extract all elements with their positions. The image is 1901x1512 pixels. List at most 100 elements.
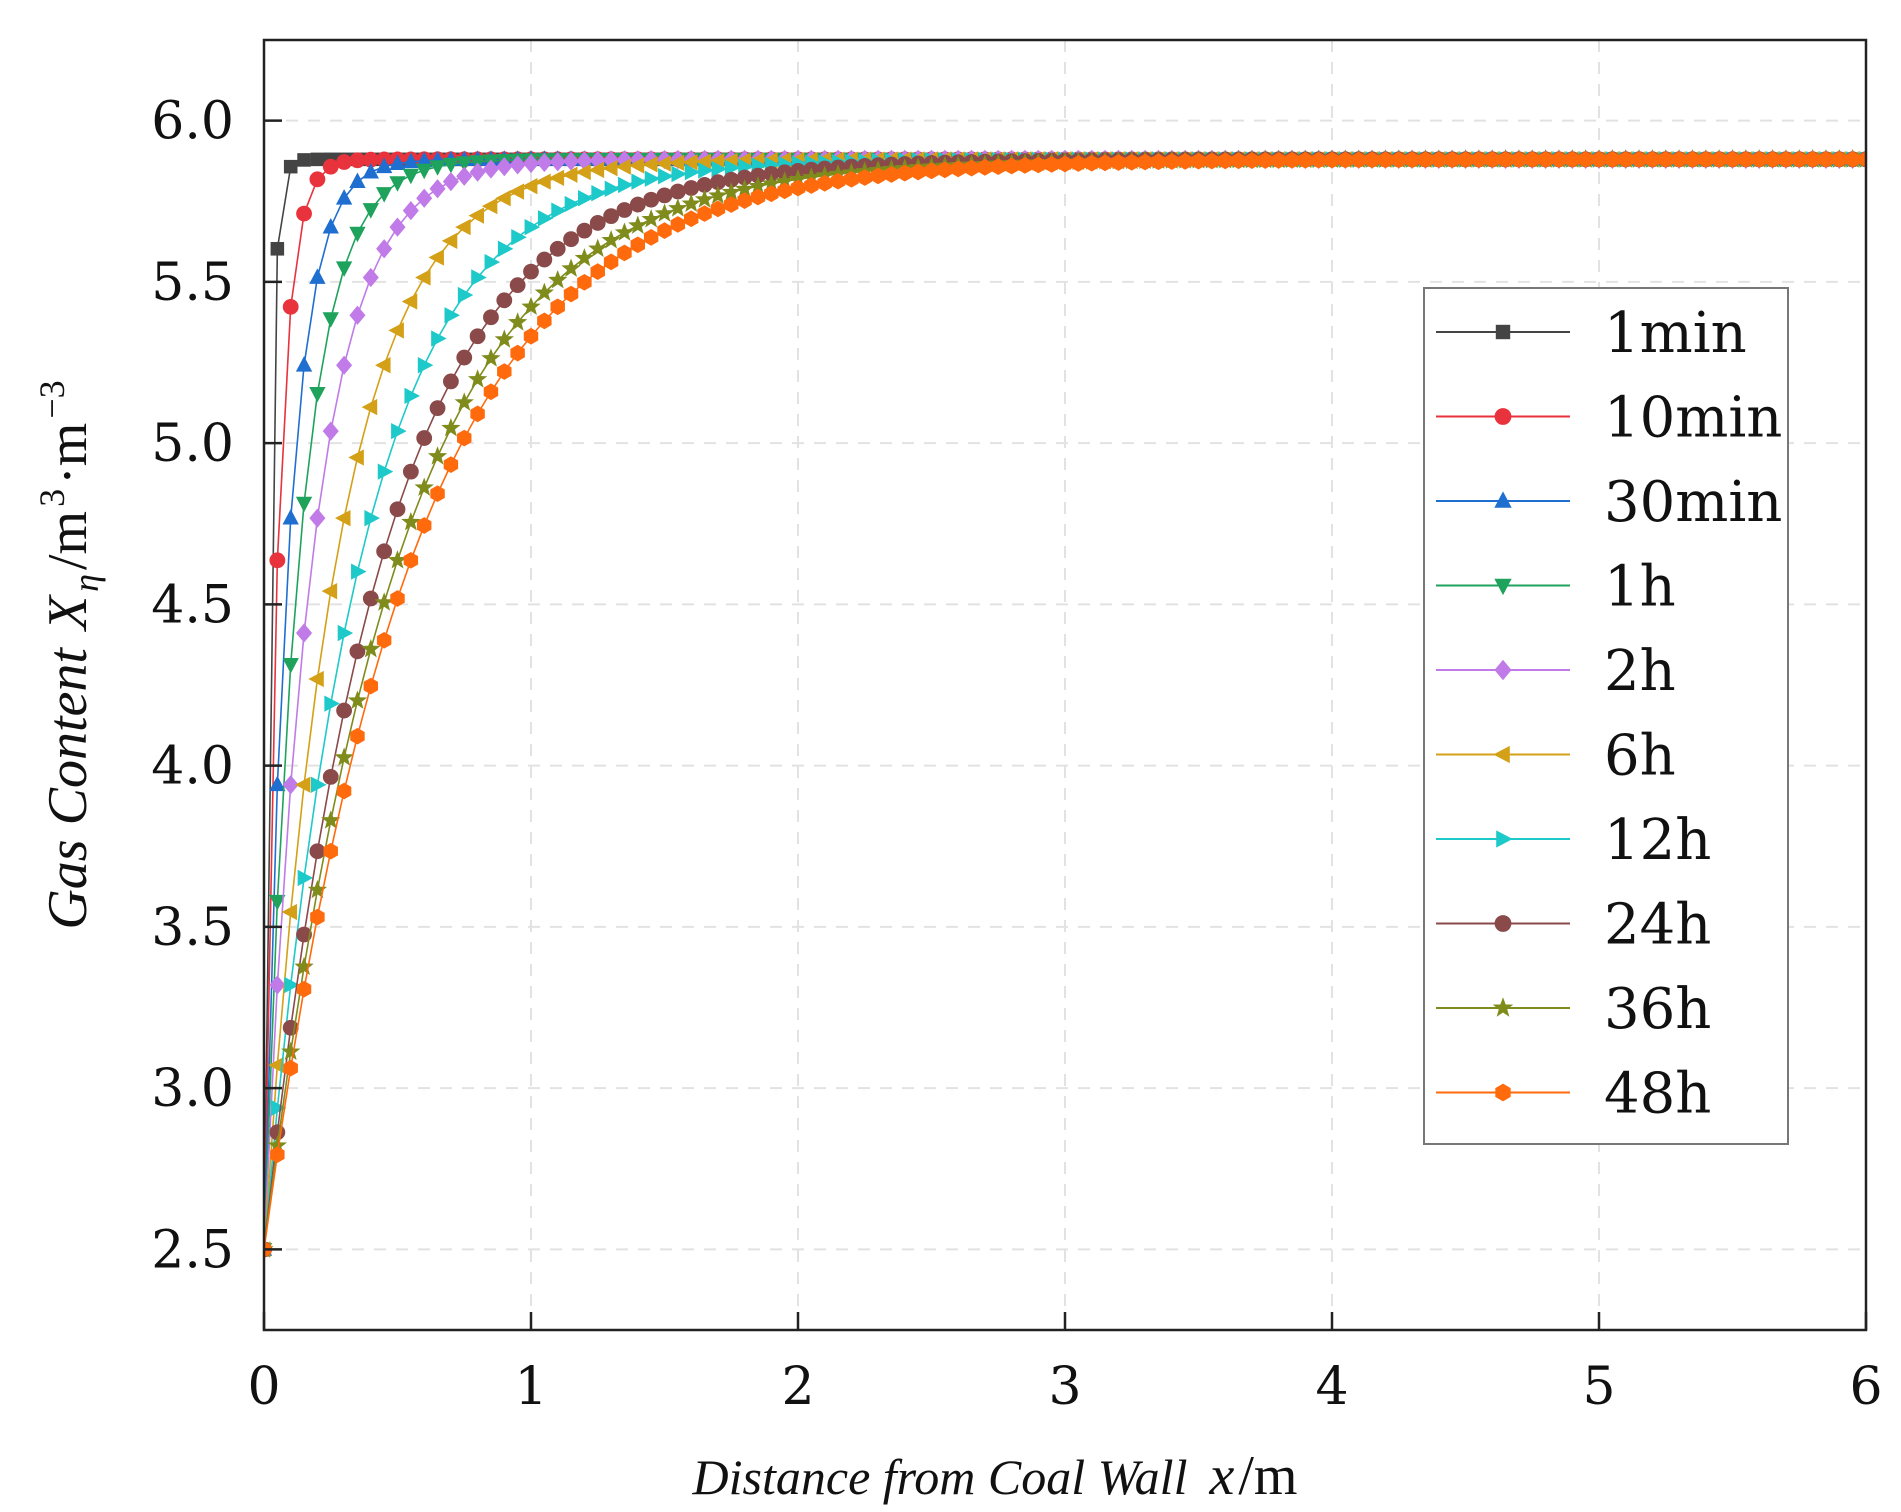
data-point-48h bbox=[1498, 151, 1513, 168]
y-axis-title-var: X bbox=[37, 593, 99, 632]
data-point-24h bbox=[336, 702, 353, 719]
data-point-6h bbox=[348, 449, 364, 466]
data-point-48h bbox=[1111, 154, 1126, 171]
legend-marker bbox=[1494, 915, 1512, 932]
data-point-2h bbox=[402, 201, 419, 221]
x-axis-title: Distance from Coal Wall x /m bbox=[692, 1445, 1298, 1507]
data-point-30min bbox=[362, 163, 379, 179]
data-point-36h bbox=[588, 238, 608, 258]
data-point-30min bbox=[269, 775, 286, 792]
data-point-1h bbox=[389, 176, 406, 192]
data-point-6h bbox=[415, 269, 431, 286]
legend-marker bbox=[1493, 745, 1510, 764]
data-point-12h bbox=[457, 286, 474, 304]
data-point-6h bbox=[428, 249, 444, 266]
data-point-6h bbox=[628, 157, 645, 174]
data-point-48h bbox=[657, 222, 672, 239]
data-point-12h bbox=[618, 176, 634, 194]
x-axis-title-unit: /m bbox=[1238, 1445, 1297, 1507]
data-point-2h bbox=[309, 508, 326, 528]
data-point-6h bbox=[561, 166, 578, 183]
data-point-48h bbox=[670, 216, 686, 233]
data-point-48h bbox=[1818, 151, 1834, 168]
data-point-30min bbox=[375, 157, 393, 174]
data-point-10min bbox=[349, 152, 366, 169]
data-point-36h bbox=[614, 222, 635, 241]
legend-item-12h: 12h bbox=[1436, 808, 1711, 873]
data-point-48h bbox=[950, 160, 966, 178]
data-point-1min bbox=[297, 153, 311, 167]
data-point-24h bbox=[683, 180, 700, 196]
data-point-48h bbox=[683, 210, 699, 228]
y-tick-label: 5.5 bbox=[151, 253, 234, 313]
data-point-1h bbox=[375, 187, 393, 203]
legend-item-48h: 48h bbox=[1436, 1062, 1711, 1127]
data-point-48h bbox=[510, 344, 525, 362]
data-point-12h bbox=[551, 202, 567, 219]
data-point-12h bbox=[417, 357, 434, 374]
data-point-1h bbox=[335, 261, 353, 277]
data-point-48h bbox=[1044, 156, 1059, 173]
data-point-24h bbox=[509, 277, 526, 294]
data-point-48h bbox=[1805, 151, 1820, 168]
data-point-48h bbox=[603, 253, 619, 271]
data-point-48h bbox=[1071, 155, 1086, 172]
data-point-2h bbox=[336, 355, 353, 375]
x-tick-label: 5 bbox=[1582, 1357, 1615, 1417]
data-point-48h bbox=[1845, 151, 1860, 168]
data-point-12h bbox=[537, 210, 554, 227]
data-point-2h bbox=[376, 239, 393, 259]
data-point-2h bbox=[269, 975, 286, 995]
data-point-48h bbox=[1404, 151, 1420, 169]
data-point-48h bbox=[1711, 151, 1727, 168]
data-point-24h bbox=[589, 215, 606, 231]
data-point-48h bbox=[617, 244, 632, 262]
x-tick-label: 4 bbox=[1315, 1357, 1348, 1417]
data-point-12h bbox=[337, 624, 354, 642]
data-point-48h bbox=[390, 590, 405, 607]
data-point-48h bbox=[804, 177, 819, 194]
data-point-48h bbox=[1725, 151, 1740, 168]
data-point-36h bbox=[467, 369, 488, 388]
data-point-36h bbox=[427, 446, 448, 465]
data-point-48h bbox=[296, 980, 312, 998]
legend-item-1h: 1h bbox=[1436, 555, 1676, 620]
data-point-48h bbox=[1792, 151, 1807, 168]
data-point-36h bbox=[401, 512, 421, 531]
data-point-36h bbox=[507, 312, 528, 331]
data-point-24h bbox=[616, 202, 633, 218]
data-point-2h bbox=[456, 166, 473, 186]
data-point-48h bbox=[630, 236, 646, 254]
data-point-48h bbox=[1538, 151, 1553, 168]
x-axis-title-var: x bbox=[1208, 1445, 1234, 1507]
data-point-1h bbox=[456, 156, 473, 172]
legend-marker bbox=[1494, 578, 1512, 596]
data-point-1h bbox=[295, 496, 313, 513]
data-point-36h bbox=[454, 392, 474, 411]
data-point-36h bbox=[294, 956, 314, 976]
data-point-24h bbox=[296, 926, 312, 943]
data-point-2h bbox=[296, 623, 313, 643]
data-point-48h bbox=[817, 174, 832, 192]
y-axis-title-text: Gas Content bbox=[37, 647, 99, 930]
legend-item-24h: 24h bbox=[1436, 893, 1711, 958]
data-point-48h bbox=[1057, 155, 1073, 173]
data-point-36h bbox=[334, 747, 354, 766]
y-axis-title-sup2: −3 bbox=[32, 380, 72, 418]
data-point-24h bbox=[483, 309, 499, 326]
data-point-12h bbox=[284, 976, 300, 994]
data-point-36h bbox=[628, 215, 648, 234]
data-point-2h bbox=[429, 179, 446, 199]
data-point-24h bbox=[576, 222, 593, 239]
data-point-36h bbox=[521, 296, 541, 316]
data-point-48h bbox=[1271, 152, 1286, 169]
data-point-12h bbox=[511, 229, 527, 246]
data-point-12h bbox=[484, 253, 501, 271]
data-point-12h bbox=[644, 170, 661, 187]
data-point-6h bbox=[495, 190, 511, 207]
data-point-12h bbox=[431, 330, 447, 347]
data-point-48h bbox=[1177, 153, 1193, 170]
data-point-1min bbox=[270, 242, 285, 256]
x-axis-title-text: Distance from Coal Wall bbox=[692, 1449, 1188, 1505]
data-point-48h bbox=[750, 188, 766, 206]
